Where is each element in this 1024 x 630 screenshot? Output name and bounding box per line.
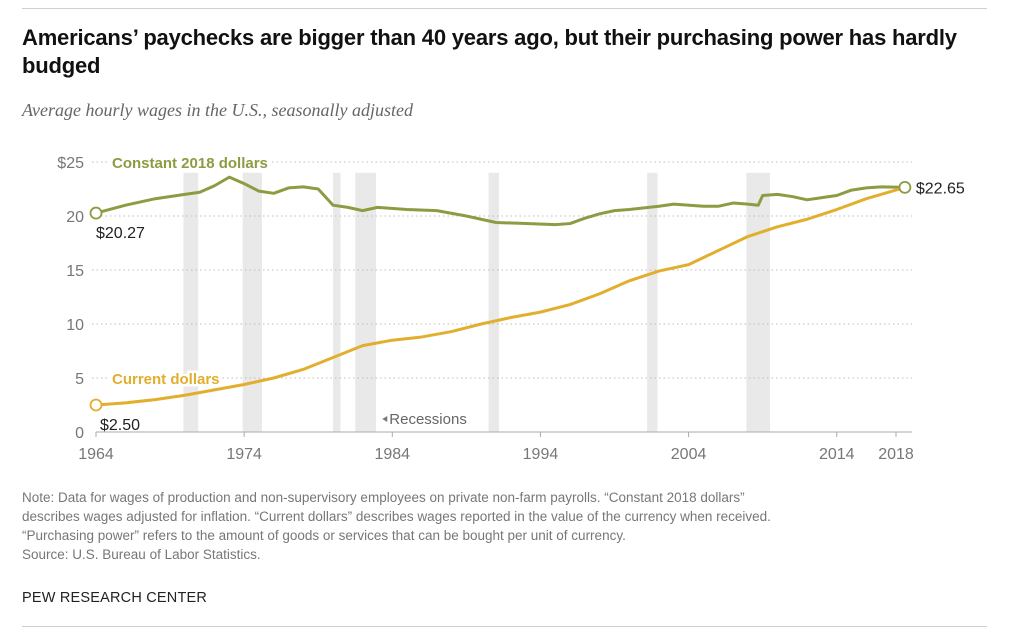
bottom-rule xyxy=(22,626,987,627)
y-tick-label: 15 xyxy=(66,263,84,280)
x-tick-label: 2014 xyxy=(819,446,855,463)
recession-band xyxy=(242,172,262,433)
x-tick-label: 1984 xyxy=(374,446,410,463)
line-chart: 0 5 10 15 20 $25 1964 1974 1984 1994 2004 2014 2018 R… xyxy=(57,155,965,463)
source-line: Source: U.S. Bureau of Labor Statistics. xyxy=(22,547,261,562)
recession-band xyxy=(355,172,376,433)
chart-title: Americans’ paychecks are bigger than 40 … xyxy=(22,25,957,78)
constant-series-line xyxy=(95,175,905,227)
pew-logo-text: PEW RESEARCH CENTER xyxy=(22,590,208,606)
recession-label: Recessions xyxy=(389,411,467,428)
constant-series-label: Constant 2018 dollars xyxy=(112,155,268,172)
x-tick-label: 2004 xyxy=(671,446,707,463)
recession-band xyxy=(333,172,341,433)
y-tick-label: 5 xyxy=(75,371,84,388)
chart-note: Note: Data for wages of production and n… xyxy=(22,488,771,564)
note-line: Note: Data for wages of production and n… xyxy=(22,490,745,505)
endpoint-marker xyxy=(898,180,912,194)
chart-subtitle: Average hourly wages in the U.S., season… xyxy=(22,100,413,120)
recession-band xyxy=(488,172,499,433)
start-value-label: $2.50 xyxy=(100,417,140,434)
endpoint-marker xyxy=(89,398,103,412)
end-value-label: $22.65 xyxy=(916,180,965,197)
top-rule xyxy=(22,8,987,9)
x-tick-label: 1964 xyxy=(78,446,114,463)
endpoint-marker xyxy=(89,206,103,220)
y-tick-label: $25 xyxy=(57,155,84,172)
start-value-label: $20.27 xyxy=(96,225,145,242)
x-tick-label: 1974 xyxy=(226,446,262,463)
recession-band xyxy=(183,172,199,433)
current-series-label: Current dollars xyxy=(112,371,220,388)
y-tick-label: 0 xyxy=(75,425,84,442)
x-tick-label: 1994 xyxy=(523,446,559,463)
y-tick-label: 10 xyxy=(66,317,84,334)
recession-arrow-icon xyxy=(382,416,388,423)
note-line: describes wages adjusted for inflation. … xyxy=(22,509,771,524)
y-tick-label: 20 xyxy=(66,209,84,226)
recession-band xyxy=(746,172,771,433)
recession-band xyxy=(647,172,658,433)
current-series-line xyxy=(95,185,906,407)
x-tick-label: 2018 xyxy=(878,446,914,463)
note-line: “Purchasing power” refers to the amount … xyxy=(22,528,626,543)
